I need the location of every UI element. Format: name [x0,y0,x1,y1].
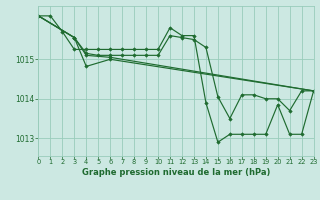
X-axis label: Graphe pression niveau de la mer (hPa): Graphe pression niveau de la mer (hPa) [82,168,270,177]
